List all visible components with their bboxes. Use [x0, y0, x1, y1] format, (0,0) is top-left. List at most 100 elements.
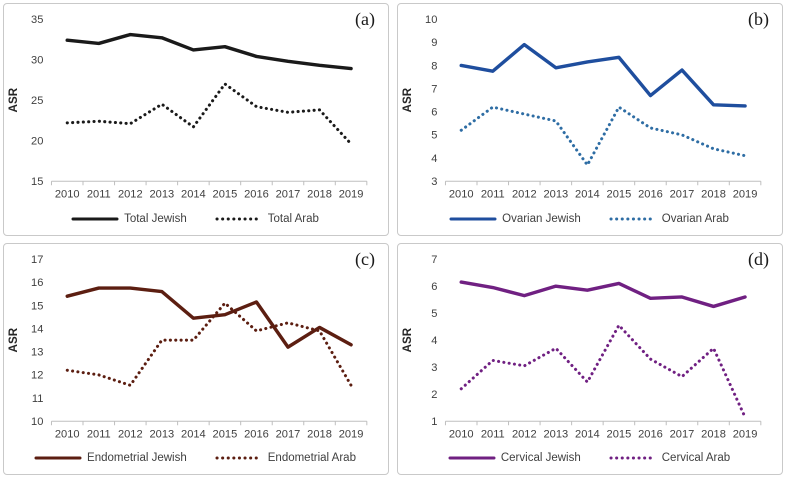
legend-item: Total Arab	[215, 213, 319, 225]
solid-line-swatch-icon	[448, 456, 496, 460]
panel-cervical-cancer: (d) 1 2 3 4 5 6 7 2010 2011 2012 2013 2014 2015 2016 2…	[397, 242, 783, 475]
legend-label: Endometrial Jewish	[87, 452, 187, 464]
x-tick-label: 2016	[638, 188, 663, 200]
x-tick-label: 2013	[544, 428, 569, 440]
x-tick-label: 2012	[512, 188, 537, 200]
y-tick-label: 4	[431, 153, 437, 165]
panel-label: (d)	[748, 248, 769, 269]
legend-label: Ovarian Jewish	[502, 212, 581, 225]
y-tick-label: 15	[31, 176, 43, 188]
legend-label: Total Arab	[267, 212, 319, 225]
x-tick-label: 2019	[733, 188, 758, 200]
x-tick-label: 2013	[544, 188, 569, 200]
legend-item: Endometrial Jewish	[34, 452, 187, 464]
x-tick-label: 2017	[276, 188, 301, 200]
x-tick-label: 2017	[276, 428, 301, 440]
x-tick-label: 2013	[150, 428, 175, 440]
y-axis-title: ASR	[401, 87, 414, 112]
dotted-line-swatch-icon	[609, 456, 657, 460]
series-line-solid	[459, 279, 747, 308]
y-tick-label: 5	[431, 308, 437, 320]
x-tick-label: 2014	[575, 428, 600, 440]
solid-line-swatch-icon	[34, 456, 82, 460]
legend-item: Ovarian Jewish	[449, 213, 581, 225]
legend-label: Endometrial Arab	[267, 452, 356, 464]
series-line-solid	[65, 32, 353, 71]
legend-label: Cervical Jewish	[500, 452, 581, 464]
y-axis-title: ASR	[401, 327, 414, 352]
y-tick-label: 5	[431, 130, 437, 142]
x-tick-label: 2019	[339, 188, 364, 200]
legend-total: Total Jewish Total Arab	[7, 206, 383, 232]
x-tick-label: 2011	[481, 428, 505, 440]
x-tick-label: 2019	[339, 428, 364, 440]
solid-line-swatch-icon	[449, 217, 497, 220]
series-line-solid	[459, 42, 747, 108]
x-tick-label: 2010	[449, 188, 474, 200]
dotted-line-swatch-icon	[609, 217, 657, 220]
panel-total-cancer: (a) 15 20 25 30 35 2010 2011 2012 2013 2014 2015 20…	[3, 3, 389, 236]
y-tick-label: 35	[31, 14, 43, 26]
y-tick-label: 13	[31, 346, 43, 358]
y-tick-label: 11	[32, 392, 44, 404]
x-tick-label: 2012	[118, 428, 143, 440]
legend-endometrial: Endometrial Jewish Endometrial Arab	[7, 445, 383, 471]
y-axis-title: ASR	[7, 87, 20, 112]
line-chart-cervical: 1 2 3 4 5 6 7 2010 2011 2012 2013 2014 2015 2016 2017 2…	[401, 253, 762, 440]
y-tick-label: 16	[31, 277, 43, 289]
y-tick-label: 3	[431, 176, 437, 188]
y-tick-label: 20	[31, 136, 43, 148]
y-tick-label: 30	[31, 55, 43, 67]
x-tick-label: 2016	[244, 428, 269, 440]
panel-ovarian-cancer: (b) 3 4 5 6 7 8 9 10 2010 2011 2012 2013 2014 2015 201…	[397, 3, 783, 236]
x-tick-label: 2012	[118, 188, 143, 200]
legend-label: Ovarian Arab	[661, 212, 729, 225]
dotted-line-swatch-icon	[215, 217, 263, 220]
x-tick-label: 2013	[150, 188, 175, 200]
x-tick-label: 2010	[449, 428, 474, 440]
x-tick-label: 2019	[733, 428, 758, 440]
legend-item: Cervical Jewish	[448, 452, 581, 464]
x-tick-label: 2011	[481, 188, 505, 200]
line-chart-ovarian: 3 4 5 6 7 8 9 10 2010 2011 2012 2013 2014 2015 2016 201…	[401, 14, 762, 200]
x-tick-label: 2011	[87, 428, 111, 440]
x-tick-label: 2011	[87, 188, 111, 200]
y-tick-label: 10	[425, 14, 437, 26]
y-tick-label: 6	[431, 107, 437, 119]
x-tick-label: 2010	[55, 188, 80, 200]
panel-label: (b)	[748, 9, 769, 29]
legend-item: Endometrial Arab	[215, 452, 356, 464]
panel-endometrial-cancer: (c) 10 11 12 13 14 15 16 17 2010 2011 2012 2013 2014…	[3, 242, 389, 475]
x-tick-label: 2010	[55, 428, 80, 440]
x-tick-label: 2015	[213, 188, 238, 200]
x-tick-label: 2018	[307, 188, 332, 200]
series-line-dotted	[65, 301, 353, 387]
y-tick-label: 3	[431, 362, 437, 374]
x-tick-label: 2017	[670, 188, 695, 200]
y-tick-label: 4	[431, 335, 437, 347]
series-line-solid	[65, 285, 353, 349]
x-tick-label: 2012	[512, 428, 537, 440]
line-chart-endometrial: 10 11 12 13 14 15 16 17 2010 2011 2012 2013 2014 2015…	[7, 253, 368, 440]
x-tick-label: 2018	[307, 428, 332, 440]
series-line-dotted	[65, 82, 353, 146]
x-tick-label: 2014	[181, 428, 206, 440]
y-tick-label: 7	[431, 83, 437, 95]
x-tick-label: 2015	[607, 428, 632, 440]
x-tick-label: 2016	[638, 428, 663, 440]
y-tick-label: 10	[31, 416, 43, 428]
x-tick-label: 2016	[244, 188, 269, 200]
y-axis-title: ASR	[7, 327, 20, 352]
legend-label: Total Jewish	[124, 212, 187, 225]
x-tick-label: 2018	[701, 188, 726, 200]
y-tick-label: 25	[31, 95, 43, 107]
x-tick-label: 2015	[607, 188, 632, 200]
y-tick-label: 6	[431, 280, 437, 292]
y-tick-label: 1	[431, 416, 437, 428]
legend-item: Ovarian Arab	[609, 213, 729, 225]
panel-label: (c)	[355, 248, 375, 269]
line-chart-total: 15 20 25 30 35 2010 2011 2012 2013 2014 2015 2016 20…	[7, 14, 368, 200]
y-tick-label: 15	[31, 300, 43, 312]
y-tick-label: 9	[431, 37, 437, 49]
